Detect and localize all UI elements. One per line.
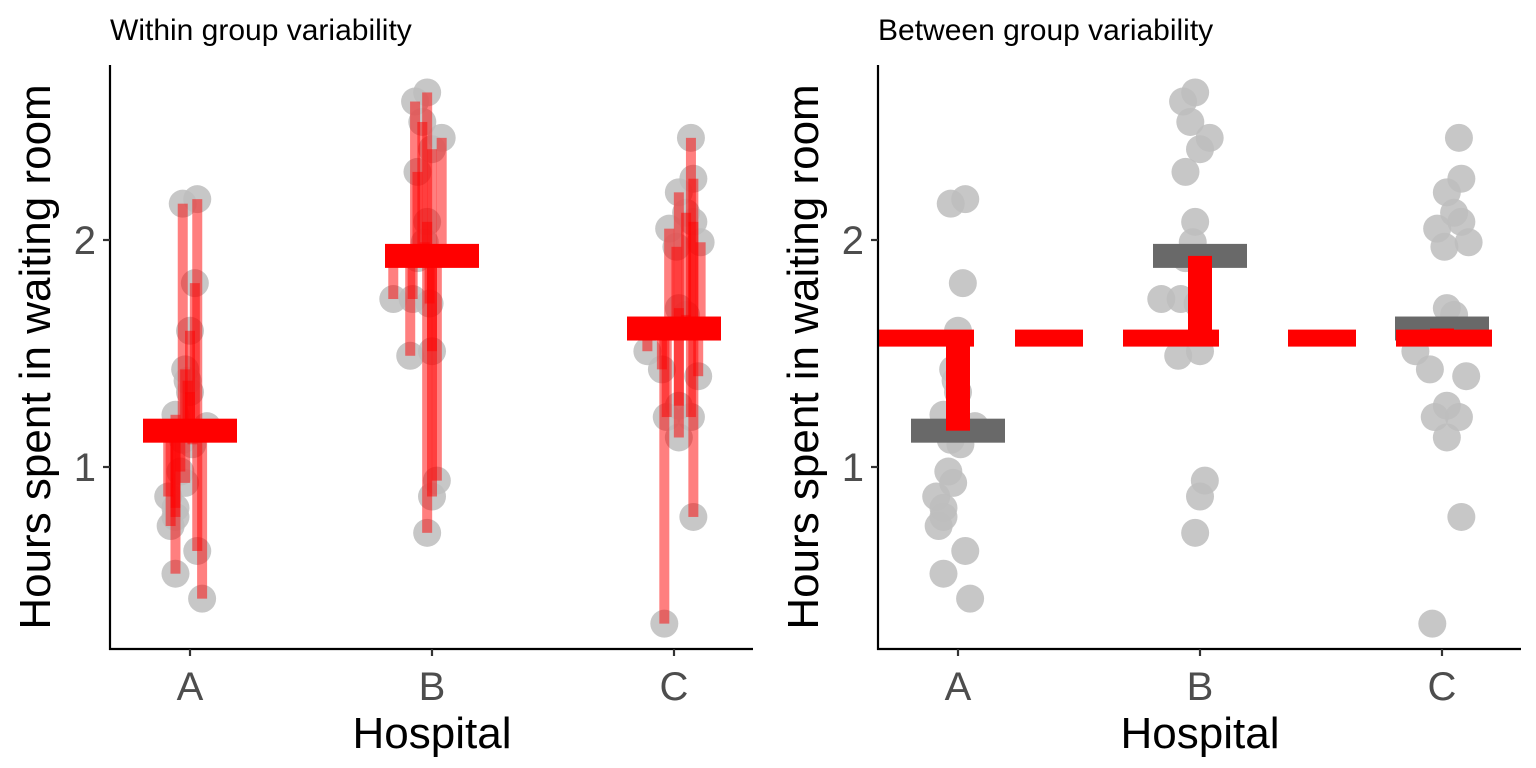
panel-title-within: Within group variability: [110, 14, 412, 47]
y-tick-label-1: 1: [74, 446, 96, 490]
data-point: [924, 512, 953, 541]
residual-segment: [659, 328, 670, 624]
between-deviation-C: [1430, 328, 1454, 338]
residual-segment: [197, 430, 208, 599]
right-marks: [878, 78, 1492, 638]
residual-segment: [185, 392, 195, 431]
y-tick-label-1: 1: [842, 446, 864, 490]
residual-segment: [673, 328, 684, 438]
y-tick-label-2: 2: [74, 219, 96, 263]
residual-segment: [388, 255, 399, 300]
y-tick-label-2: 2: [842, 219, 864, 263]
data-point: [951, 185, 980, 214]
data-point: [1447, 502, 1476, 531]
data-point: [929, 559, 958, 588]
panel-within-group: Within group variability 2 1 A B C Hospi…: [11, 14, 753, 758]
data-point: [1452, 362, 1481, 391]
data-point: [1418, 609, 1447, 638]
data-point: [1454, 228, 1483, 257]
residual-segment: [688, 328, 699, 517]
data-point: [956, 584, 985, 613]
residual-segment: [427, 149, 437, 256]
data-point: [951, 536, 980, 565]
grand-mean-dash: [1288, 329, 1356, 347]
x-axis-title: Hospital: [1121, 709, 1280, 758]
left-marks: [143, 78, 721, 638]
data-point: [1176, 107, 1205, 136]
residual-segment: [170, 430, 181, 574]
residual-segment: [681, 212, 692, 329]
panel-between-group: Between group variability 2 1 A B C Hosp…: [779, 14, 1521, 758]
data-point: [1444, 403, 1473, 432]
residual-segment: [664, 228, 675, 329]
data-point: [1164, 341, 1193, 370]
panel-title-between: Between group variability: [878, 14, 1213, 47]
x-axis-title: Hospital: [353, 709, 512, 758]
residual-segment: [405, 255, 416, 356]
group-mean-bar-A: [143, 418, 237, 443]
data-point: [1186, 135, 1214, 164]
grand-mean-dash: [1396, 329, 1492, 347]
y-axis-title: Hours spent in waiting room: [11, 84, 60, 629]
x-tick-label-B: B: [419, 665, 446, 709]
residual-segment: [436, 137, 447, 256]
residual-segment: [695, 242, 706, 329]
data-point: [1171, 157, 1200, 186]
group-mean-bar-C: [627, 316, 721, 341]
y-axis-title: Hours spent in waiting room: [779, 84, 828, 629]
between-deviation-B: [1188, 255, 1212, 338]
x-tick-label-A: A: [177, 665, 204, 709]
x-tick-label-B: B: [1187, 665, 1214, 709]
data-point: [1432, 423, 1461, 452]
data-point: [1430, 232, 1459, 261]
residual-segment: [177, 203, 188, 431]
data-point: [1181, 207, 1210, 236]
data-point: [948, 269, 977, 298]
residual-segment: [422, 221, 433, 256]
data-point: [1415, 355, 1444, 384]
x-tick-label-C: C: [1428, 665, 1457, 709]
data-point: [1444, 123, 1473, 152]
residual-segment: [671, 246, 682, 329]
residual-segment: [412, 171, 423, 256]
x-tick-label-A: A: [945, 665, 972, 709]
data-point: [1420, 403, 1449, 432]
between-deviation-A: [946, 337, 970, 431]
group-mean-bar-B: [385, 243, 479, 268]
data-point: [1186, 482, 1214, 511]
x-tick-label-C: C: [660, 665, 689, 709]
residual-segment: [180, 430, 191, 483]
data-point: [1147, 285, 1176, 314]
data-point: [1181, 518, 1210, 547]
residual-segment: [688, 221, 699, 329]
residual-segment: [422, 255, 433, 533]
grand-mean-dash: [1015, 329, 1083, 347]
